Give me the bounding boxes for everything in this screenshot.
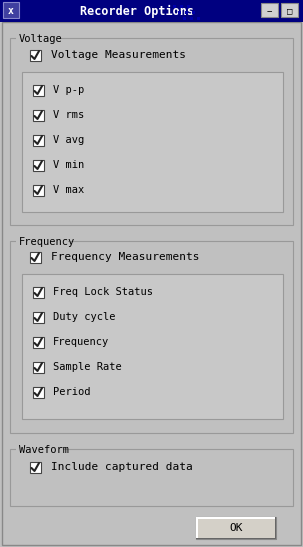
Bar [32, 336, 44, 347]
Text: Voltage Measurements: Voltage Measurements [51, 50, 186, 60]
Bar [196, 538, 276, 539]
Bar [16, 34, 58, 43]
Text: x: x [8, 6, 14, 16]
Bar [190, 17, 193, 20]
Bar [183, 17, 186, 20]
Text: V rms: V rms [53, 110, 84, 120]
Bar [29, 49, 41, 61]
Bar [32, 184, 44, 195]
Bar [180, 5, 183, 8]
Bar [32, 84, 44, 96]
Text: Frequency: Frequency [19, 237, 75, 247]
Bar [197, 17, 200, 20]
Text: Duty cycle: Duty cycle [53, 312, 115, 322]
Text: Include captured data: Include captured data [51, 462, 193, 472]
Bar [281, 3, 298, 17]
Bar [22, 274, 283, 419]
Bar [22, 72, 283, 212]
Bar [16, 237, 68, 246]
Bar [196, 517, 276, 519]
Text: Waveform: Waveform [19, 445, 69, 455]
Text: V max: V max [53, 185, 84, 195]
Bar [32, 287, 44, 298]
Text: Voltage: Voltage [19, 34, 63, 44]
Bar [29, 252, 41, 263]
Bar [275, 517, 276, 539]
Text: Sample Rate: Sample Rate [53, 362, 122, 372]
Bar [10, 241, 293, 433]
Bar [261, 3, 278, 17]
Bar [3, 2, 19, 18]
Text: OK: OK [229, 523, 243, 533]
Bar [32, 135, 44, 146]
Bar [10, 449, 293, 506]
Text: V p-p: V p-p [53, 85, 84, 95]
Bar [187, 5, 190, 8]
Bar [32, 109, 44, 120]
Bar [32, 160, 44, 171]
Text: Frequency: Frequency [53, 337, 109, 347]
Bar [32, 311, 44, 323]
Text: Period: Period [53, 387, 91, 397]
Text: −: − [267, 7, 272, 15]
Bar [29, 462, 41, 473]
Text: Frequency Measurements: Frequency Measurements [51, 252, 199, 262]
Text: Recorder Options: Recorder Options [79, 4, 194, 18]
Bar [10, 38, 293, 225]
Bar [173, 5, 176, 8]
Bar [196, 517, 198, 539]
Text: Freq Lock Status: Freq Lock Status [53, 287, 153, 297]
Bar [32, 362, 44, 373]
Bar [192, 11, 195, 14]
Bar [197, 518, 277, 540]
Bar [0, 0, 303, 22]
Bar [178, 11, 181, 14]
Text: □: □ [287, 7, 292, 15]
Text: V min: V min [53, 160, 84, 170]
Bar [32, 387, 44, 398]
Bar [196, 517, 276, 539]
Text: V avg: V avg [53, 135, 84, 145]
Bar [16, 445, 63, 454]
Bar [185, 11, 188, 14]
